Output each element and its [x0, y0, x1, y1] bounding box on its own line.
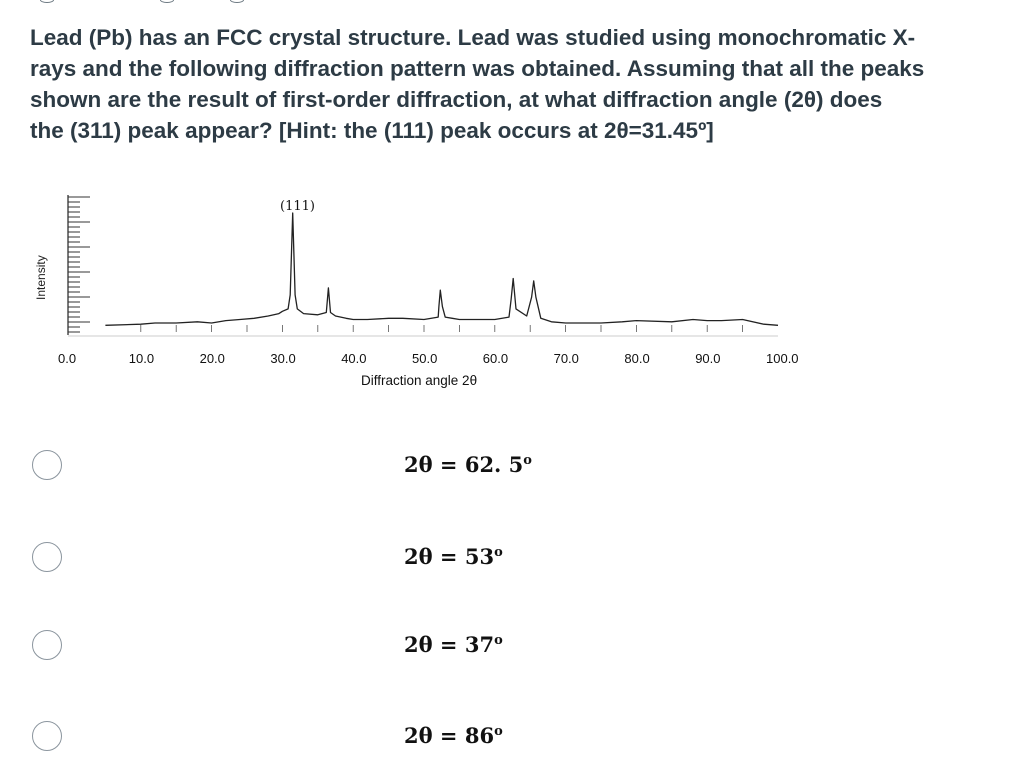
answer-option-3[interactable]: 2θ = 37o: [30, 623, 730, 663]
x-tick-label: 10.0: [128, 351, 155, 366]
radio-button[interactable]: [32, 630, 62, 660]
answer-option-1[interactable]: 2θ = 62. 5o: [30, 443, 730, 483]
question-line: rays and the following diffraction patte…: [30, 56, 925, 81]
option-label: 2θ = 62. 5o: [404, 452, 532, 477]
x-tick-label: 30.0: [270, 351, 296, 366]
diffraction-chart: [67, 195, 779, 337]
question-line: the (311) peak appear? [Hint: the (111) …: [30, 118, 714, 143]
radio-button[interactable]: [32, 542, 62, 572]
top-edge-decoration: [0, 0, 1030, 6]
x-tick-label: 0.0: [58, 351, 77, 366]
option-label: 2θ = 53o: [404, 544, 503, 569]
x-tick-label: 80.0: [624, 351, 650, 366]
x-axis-title: Diffraction angle 2θ: [361, 373, 478, 388]
answer-option-4[interactable]: 2θ = 86o: [30, 714, 730, 754]
x-tick-label: 90.0: [695, 351, 721, 366]
question-line: Lead (Pb) has an FCC crystal structure. …: [30, 25, 916, 50]
x-tick-label: 70.0: [553, 351, 579, 366]
radio-button[interactable]: [32, 450, 62, 480]
radio-button[interactable]: [32, 721, 62, 751]
question-text: Lead (Pb) has an FCC crystal structure. …: [30, 22, 990, 146]
x-tick-label: 50.0: [412, 351, 438, 366]
y-axis-title: Intensity: [34, 255, 48, 300]
x-tick-label: 100.0: [766, 351, 799, 366]
option-label: 2θ = 37o: [404, 632, 503, 657]
diffraction-series-line: [105, 212, 779, 326]
peak-label-111: (111): [280, 199, 315, 214]
x-tick-label: 40.0: [341, 351, 367, 366]
question-line: shown are the result of first-order diff…: [30, 87, 883, 112]
x-tick-label: 60.0: [482, 351, 509, 366]
option-label: 2θ = 86o: [404, 723, 503, 748]
x-tick-label: 20.0: [199, 351, 225, 366]
answer-option-2[interactable]: 2θ = 53o: [30, 535, 730, 575]
diffraction-pattern-figure: Intensity (111) 0.0 10.0 20.0 30.0 40.0 50.0 6…: [30, 185, 830, 400]
